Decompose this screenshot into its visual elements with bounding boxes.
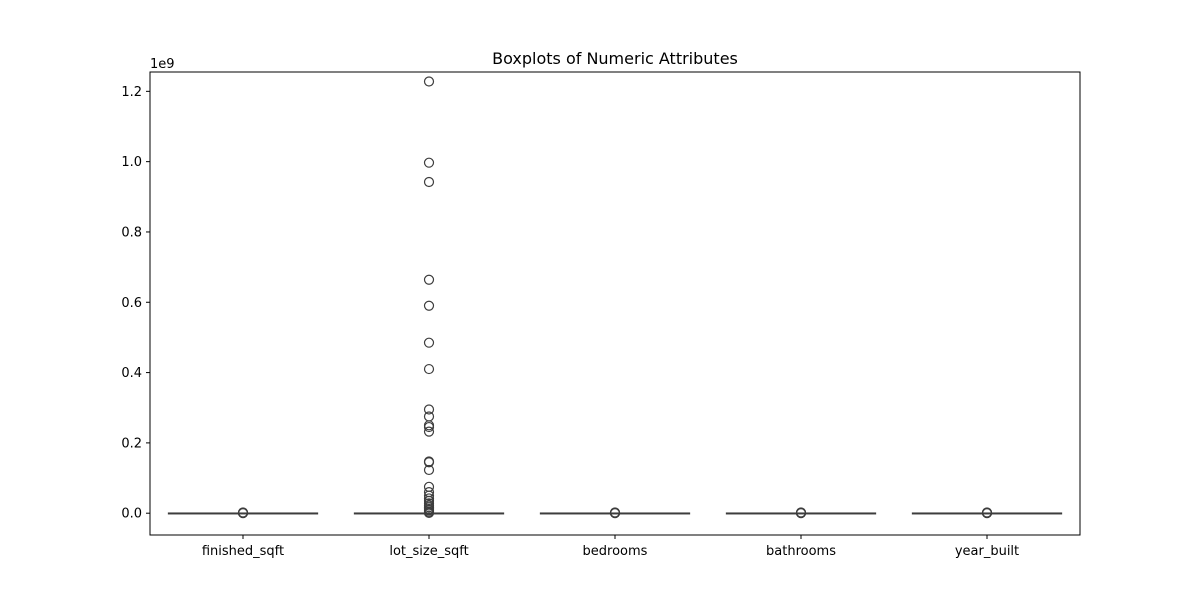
flier-point: [981, 507, 993, 518]
y-tick-label: 1.2: [121, 85, 142, 100]
box-group-finished_sqft: [167, 507, 319, 519]
x-tick-label: bathrooms: [766, 544, 836, 559]
x-tick-label: lot_size_sqft: [389, 544, 468, 559]
flier-point: [237, 507, 249, 518]
flier-point: [423, 507, 435, 518]
flier-point: [423, 464, 435, 476]
y-tick-label: 1.0: [121, 155, 142, 170]
flier-point: [423, 337, 435, 348]
y-tick-label: 0.2: [121, 436, 142, 451]
flier-point: [423, 457, 435, 468]
y-offset-label: 1e9: [150, 57, 175, 72]
x-tick-label: year_built: [955, 544, 1019, 559]
chart-title: Boxplots of Numeric Attributes: [492, 49, 738, 68]
flier-point: [423, 274, 435, 285]
plot-marks: [167, 76, 1063, 519]
flier-point: [423, 300, 435, 311]
plot-frame: [149, 71, 1081, 536]
flier-point: [423, 176, 435, 188]
y-tick-label: 0.6: [121, 296, 142, 311]
flier-point: [423, 426, 435, 437]
flier-point: [423, 490, 435, 501]
flier-point: [423, 411, 435, 422]
x-tick-label: bedrooms: [583, 544, 648, 559]
flier-point: [423, 421, 435, 433]
box-group-lot_size_sqft: [353, 76, 505, 518]
flier-point: [423, 76, 435, 87]
box-group-bathrooms: [725, 507, 877, 519]
box-group-year_built: [911, 507, 1063, 519]
flier-point: [423, 157, 435, 168]
x-axis: finished_sqft lot_size_sqft bedrooms bathro…: [202, 535, 1019, 559]
y-tick-label: 0.0: [121, 507, 142, 522]
flier-point: [795, 507, 807, 518]
x-tick-label: finished_sqft: [202, 544, 284, 559]
flier-point: [609, 507, 621, 518]
box-group-bedrooms: [539, 507, 691, 519]
flier-point: [423, 404, 435, 415]
y-tick-label: 0.8: [121, 225, 142, 240]
flier-point: [423, 363, 435, 375]
y-axis: 0.0 0.2 0.4 0.6 0.8 1.0 1.2: [121, 85, 150, 522]
y-tick-label: 0.4: [121, 366, 142, 381]
flier-point: [423, 481, 435, 492]
